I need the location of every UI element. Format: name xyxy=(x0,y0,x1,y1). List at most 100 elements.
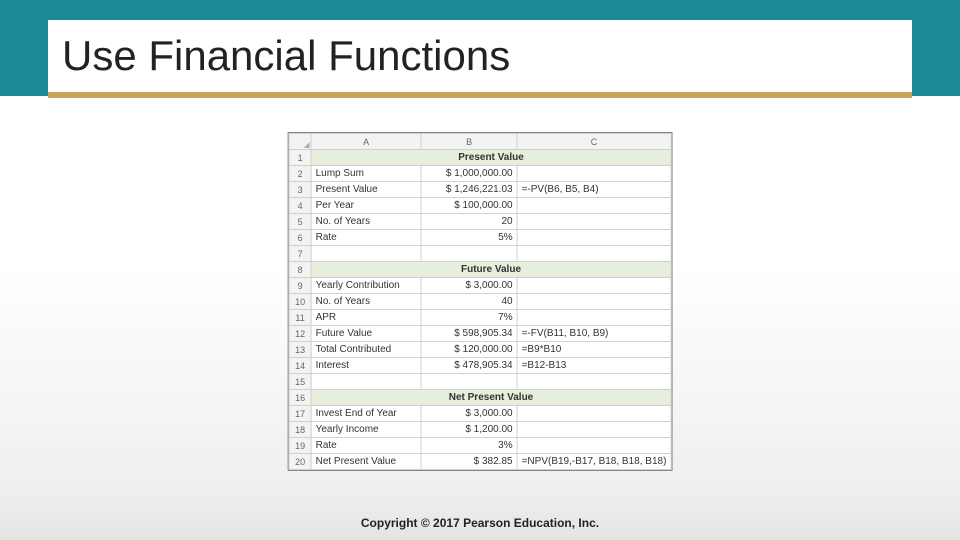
cell-empty xyxy=(311,374,421,390)
cell-label: Yearly Contribution xyxy=(311,278,421,294)
row-header: 9 xyxy=(289,278,311,294)
row-header: 11 xyxy=(289,310,311,326)
row-11: 11 APR 7% xyxy=(289,310,671,326)
cell-value: 5% xyxy=(421,230,517,246)
row-7: 7 xyxy=(289,246,671,262)
cell-empty xyxy=(421,374,517,390)
section-title-fv: Future Value xyxy=(311,262,671,278)
cell-formula xyxy=(517,406,671,422)
cell-value: $ 478,905.34 xyxy=(421,358,517,374)
row-header: 6 xyxy=(289,230,311,246)
col-header-a: A xyxy=(311,134,421,150)
row-9: 9 Yearly Contribution $ 3,000.00 xyxy=(289,278,671,294)
row-header: 18 xyxy=(289,422,311,438)
row-1: 1 Present Value xyxy=(289,150,671,166)
cell-formula: =B9*B10 xyxy=(517,342,671,358)
cell-value: 40 xyxy=(421,294,517,310)
cell-formula xyxy=(517,294,671,310)
row-header: 7 xyxy=(289,246,311,262)
row-header: 20 xyxy=(289,454,311,470)
row-19: 19 Rate 3% xyxy=(289,438,671,454)
row-8: 8 Future Value xyxy=(289,262,671,278)
cell-label: Present Value xyxy=(311,182,421,198)
cell-label: Rate xyxy=(311,230,421,246)
cell-formula xyxy=(517,438,671,454)
cell-formula xyxy=(517,198,671,214)
column-header-row: A B C xyxy=(289,134,671,150)
section-title-pv: Present Value xyxy=(311,150,671,166)
row-10: 10 No. of Years 40 xyxy=(289,294,671,310)
cell-formula xyxy=(517,310,671,326)
row-17: 17 Invest End of Year $ 3,000.00 xyxy=(289,406,671,422)
cell-label: Invest End of Year xyxy=(311,406,421,422)
cell-formula xyxy=(517,166,671,182)
cell-value: 7% xyxy=(421,310,517,326)
row-header: 5 xyxy=(289,214,311,230)
cell-formula: =-FV(B11, B10, B9) xyxy=(517,326,671,342)
row-13: 13 Total Contributed $ 120,000.00 =B9*B1… xyxy=(289,342,671,358)
cell-value: $ 382.85 xyxy=(421,454,517,470)
row-header: 8 xyxy=(289,262,311,278)
section-title-npv: Net Present Value xyxy=(311,390,671,406)
cell-formula xyxy=(517,214,671,230)
cell-label: Lump Sum xyxy=(311,166,421,182)
row-18: 18 Yearly Income $ 1,200.00 xyxy=(289,422,671,438)
cell-value: $ 3,000.00 xyxy=(421,406,517,422)
cell-label: Net Present Value xyxy=(311,454,421,470)
row-2: 2 Lump Sum $ 1,000,000.00 xyxy=(289,166,671,182)
row-header: 1 xyxy=(289,150,311,166)
row-12: 12 Future Value $ 598,905.34 =-FV(B11, B… xyxy=(289,326,671,342)
row-16: 16 Net Present Value xyxy=(289,390,671,406)
row-3: 3 Present Value $ 1,246,221.03 =-PV(B6, … xyxy=(289,182,671,198)
cell-label: Per Year xyxy=(311,198,421,214)
row-header: 14 xyxy=(289,358,311,374)
cell-label: Future Value xyxy=(311,326,421,342)
row-header: 12 xyxy=(289,326,311,342)
cell-value: $ 100,000.00 xyxy=(421,198,517,214)
cell-label: Yearly Income xyxy=(311,422,421,438)
slide-title: Use Financial Functions xyxy=(62,32,510,80)
cell-formula xyxy=(517,230,671,246)
cell-value: 20 xyxy=(421,214,517,230)
cell-label: Total Contributed xyxy=(311,342,421,358)
cell-value: $ 1,246,221.03 xyxy=(421,182,517,198)
cell-label: APR xyxy=(311,310,421,326)
row-header: 13 xyxy=(289,342,311,358)
cell-empty xyxy=(517,374,671,390)
row-header: 10 xyxy=(289,294,311,310)
row-header: 15 xyxy=(289,374,311,390)
spreadsheet-screenshot: A B C 1 Present Value 2 Lump Sum $ 1,000… xyxy=(288,132,673,471)
row-header: 3 xyxy=(289,182,311,198)
cell-value: $ 1,000,000.00 xyxy=(421,166,517,182)
cell-value: 3% xyxy=(421,438,517,454)
cell-value: $ 120,000.00 xyxy=(421,342,517,358)
row-header: 16 xyxy=(289,390,311,406)
cell-value: $ 1,200.00 xyxy=(421,422,517,438)
row-header: 4 xyxy=(289,198,311,214)
row-20: 20 Net Present Value $ 382.85 =NPV(B19,-… xyxy=(289,454,671,470)
cell-label: No. of Years xyxy=(311,214,421,230)
select-all-corner xyxy=(289,134,311,150)
cell-empty xyxy=(517,246,671,262)
excel-table: A B C 1 Present Value 2 Lump Sum $ 1,000… xyxy=(289,133,672,470)
row-6: 6 Rate 5% xyxy=(289,230,671,246)
cell-label: Rate xyxy=(311,438,421,454)
row-4: 4 Per Year $ 100,000.00 xyxy=(289,198,671,214)
col-header-c: C xyxy=(517,134,671,150)
cell-formula xyxy=(517,422,671,438)
cell-value: $ 598,905.34 xyxy=(421,326,517,342)
cell-formula xyxy=(517,278,671,294)
cell-label: Interest xyxy=(311,358,421,374)
cell-formula: =B12-B13 xyxy=(517,358,671,374)
cell-value: $ 3,000.00 xyxy=(421,278,517,294)
row-14: 14 Interest $ 478,905.34 =B12-B13 xyxy=(289,358,671,374)
row-header: 19 xyxy=(289,438,311,454)
row-5: 5 No. of Years 20 xyxy=(289,214,671,230)
row-15: 15 xyxy=(289,374,671,390)
cell-formula: =NPV(B19,-B17, B18, B18, B18) xyxy=(517,454,671,470)
col-header-b: B xyxy=(421,134,517,150)
row-header: 2 xyxy=(289,166,311,182)
copyright-footer: Copyright © 2017 Pearson Education, Inc. xyxy=(0,516,960,530)
cell-label: No. of Years xyxy=(311,294,421,310)
cell-empty xyxy=(311,246,421,262)
